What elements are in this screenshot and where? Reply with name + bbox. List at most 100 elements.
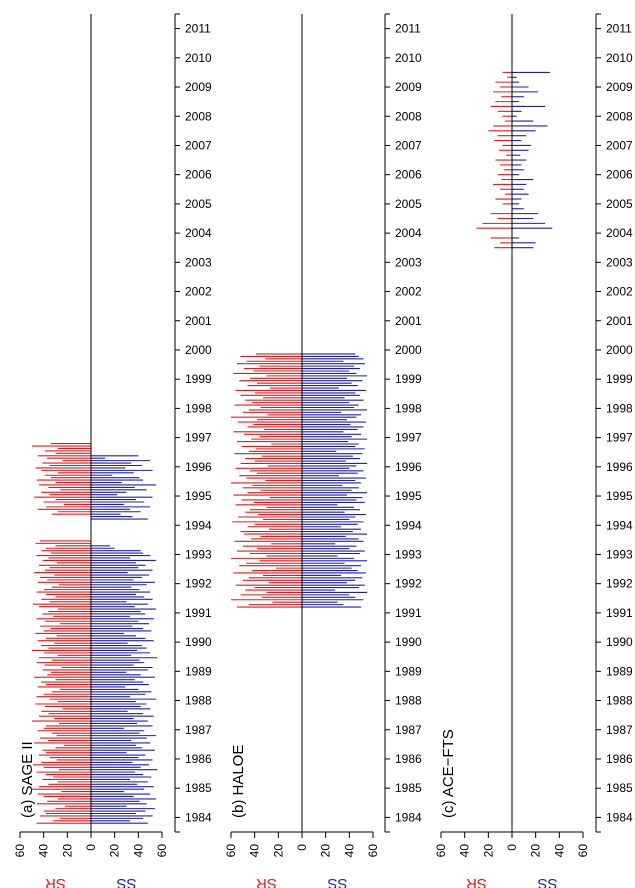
- x-tick-label: 40: [458, 844, 472, 858]
- y-tick-label: 2002: [606, 285, 633, 299]
- y-tick-label: 1991: [395, 606, 422, 620]
- y-tick-label: 2003: [395, 255, 422, 269]
- y-tick-label: 1998: [395, 401, 422, 415]
- y-tick-label: 1987: [606, 723, 633, 737]
- y-tick-label: 1985: [606, 781, 633, 795]
- y-tick-label: 2002: [395, 285, 422, 299]
- y-tick-label: 2002: [185, 285, 212, 299]
- y-tick-label: 2001: [185, 314, 212, 328]
- x-label-sr: SR: [256, 875, 277, 888]
- y-tick-label: 1997: [395, 431, 422, 445]
- y-tick-label: 2009: [185, 80, 212, 94]
- y-tick-label: 1984: [185, 810, 212, 824]
- y-tick-label: 2011: [395, 22, 421, 36]
- x-tick-label: 60: [434, 844, 448, 858]
- y-tick-label: 2004: [185, 226, 212, 240]
- y-tick-label: 2006: [185, 168, 212, 182]
- x-tick-label: 60: [576, 844, 590, 858]
- y-tick-label: 2011: [185, 22, 211, 36]
- y-tick-label: 1990: [395, 635, 422, 649]
- y-tick-label: 2001: [395, 314, 422, 328]
- y-tick-label: 2011: [606, 22, 632, 36]
- x-tick-label: 0: [295, 844, 309, 851]
- y-tick-label: 1990: [185, 635, 212, 649]
- y-tick-label: 1986: [606, 752, 633, 766]
- y-tick-label: 1996: [185, 460, 212, 474]
- y-tick-label: 1984: [606, 810, 633, 824]
- panel-label: (b) HALOE: [230, 745, 247, 818]
- series-sr: [476, 71, 512, 249]
- y-tick-label: 2006: [606, 168, 633, 182]
- x-tick-label: 40: [552, 844, 566, 858]
- x-tick-label: 20: [529, 844, 543, 858]
- y-tick-label: 2009: [395, 80, 422, 94]
- x-label-sr: SR: [466, 875, 487, 888]
- y-tick-label: 2008: [395, 109, 422, 123]
- y-tick-label: 1995: [606, 489, 633, 503]
- series-ss: [512, 71, 553, 249]
- x-tick-label: 60: [155, 844, 169, 858]
- x-tick-label: 40: [131, 844, 145, 858]
- y-tick-label: 2005: [395, 197, 422, 211]
- x-label-sr: SR: [45, 875, 66, 888]
- y-tick-label: 1985: [395, 781, 422, 795]
- x-tick-label: 20: [271, 844, 285, 858]
- series-sr: [231, 353, 302, 608]
- y-tick-label: 2006: [395, 168, 422, 182]
- x-label-ss: SS: [327, 875, 347, 888]
- y-tick-label: 1990: [606, 635, 633, 649]
- y-tick-label: 1993: [606, 547, 633, 561]
- y-tick-label: 2008: [606, 109, 633, 123]
- y-tick-label: 1992: [606, 577, 633, 591]
- x-tick-label: 60: [13, 844, 27, 858]
- y-tick-label: 2000: [606, 343, 633, 357]
- x-tick-label: 40: [37, 844, 51, 858]
- y-tick-label: 2010: [395, 51, 422, 65]
- x-tick-label: 20: [108, 844, 122, 858]
- y-tick-label: 2010: [606, 51, 633, 65]
- y-tick-label: 1993: [395, 547, 422, 561]
- y-tick-label: 1986: [395, 752, 422, 766]
- y-tick-label: 1989: [395, 664, 422, 678]
- y-tick-label: 1986: [185, 752, 212, 766]
- y-tick-label: 2005: [606, 197, 633, 211]
- y-tick-label: 1994: [395, 518, 422, 532]
- x-tick-label: 20: [481, 844, 495, 858]
- x-tick-label: 0: [84, 844, 98, 851]
- y-tick-label: 1995: [185, 489, 212, 503]
- series-sr: [31, 443, 91, 824]
- y-tick-label: 2007: [606, 138, 633, 152]
- x-tick-label: 40: [342, 844, 356, 858]
- y-tick-label: 1994: [185, 518, 212, 532]
- y-tick-label: 1995: [395, 489, 422, 503]
- y-tick-label: 2008: [185, 109, 212, 123]
- y-tick-label: 1987: [185, 723, 212, 737]
- x-tick-label: 40: [248, 844, 262, 858]
- y-tick-label: 1994: [606, 518, 633, 532]
- panel-label: (c) ACE−FTS: [440, 729, 457, 818]
- panel-label: (a) SAGE II: [19, 741, 36, 818]
- y-tick-label: 2000: [185, 343, 212, 357]
- x-label-ss: SS: [537, 875, 557, 888]
- y-tick-label: 1984: [395, 810, 422, 824]
- y-tick-label: 1996: [395, 460, 422, 474]
- x-label-ss: SS: [116, 875, 136, 888]
- x-tick-label: 20: [319, 844, 333, 858]
- y-tick-label: 1991: [185, 606, 212, 620]
- y-tick-label: 2009: [606, 80, 633, 94]
- x-tick-label: 60: [366, 844, 380, 858]
- x-tick-label: 0: [505, 844, 519, 851]
- series-ss: [302, 353, 368, 608]
- x-tick-label: 60: [224, 844, 238, 858]
- y-tick-label: 1989: [185, 664, 212, 678]
- y-tick-label: 1999: [395, 372, 422, 386]
- series-ss: [91, 455, 158, 824]
- y-tick-label: 2007: [395, 138, 422, 152]
- y-tick-label: 1988: [395, 694, 422, 708]
- y-tick-label: 1997: [606, 431, 633, 445]
- y-tick-label: 1997: [185, 431, 212, 445]
- y-tick-label: 2010: [185, 51, 212, 65]
